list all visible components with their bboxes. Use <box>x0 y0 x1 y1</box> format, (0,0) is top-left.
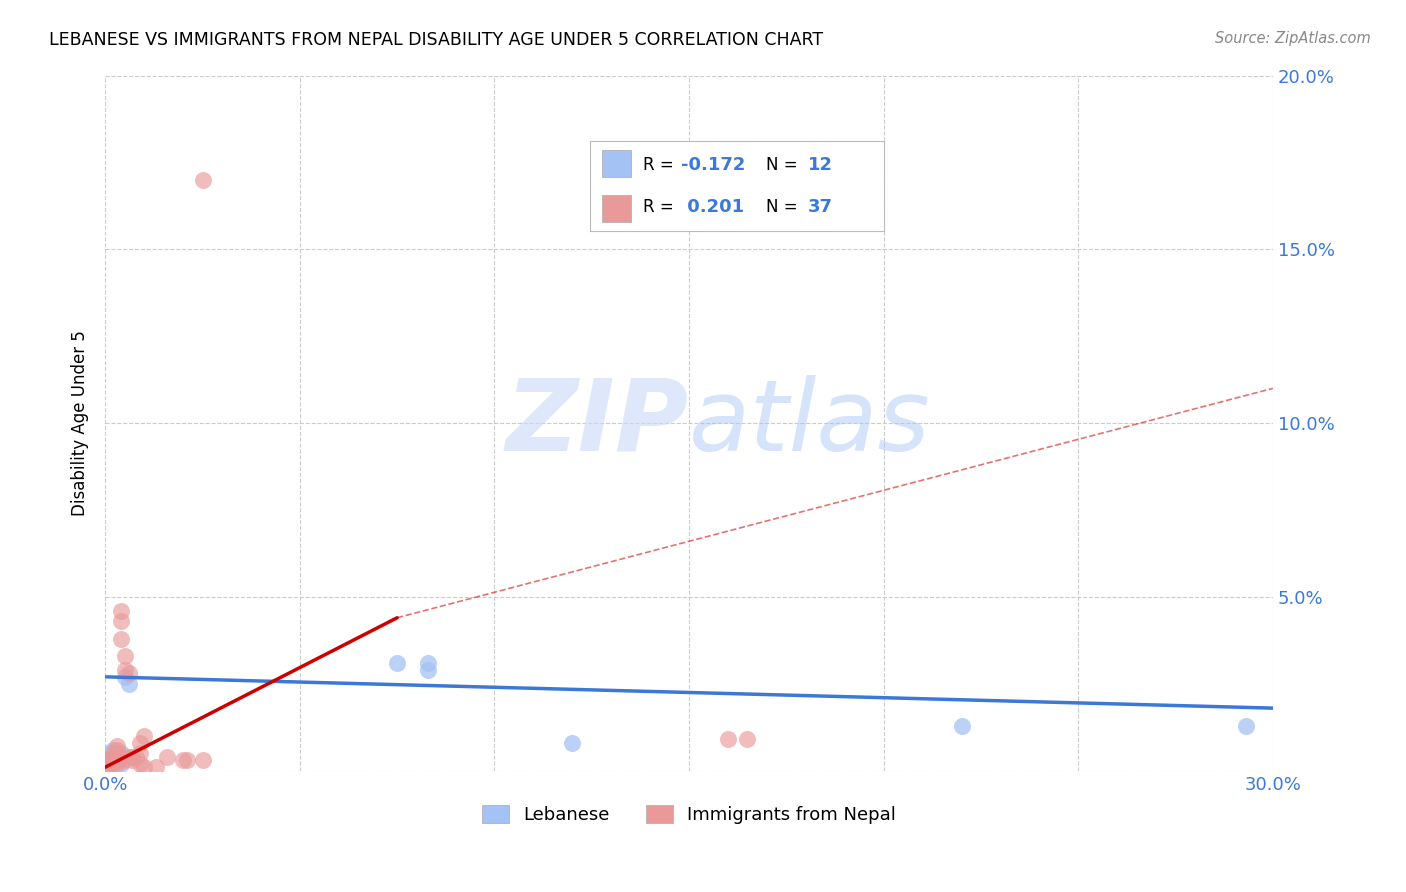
Point <box>950 718 973 732</box>
Point <box>98 760 121 774</box>
Point <box>418 656 440 670</box>
Point <box>98 764 121 778</box>
Text: N =: N = <box>766 198 799 217</box>
Point <box>121 753 143 767</box>
Point <box>98 756 121 771</box>
Point <box>101 756 124 771</box>
Point <box>105 753 128 767</box>
Text: R =: R = <box>643 155 673 174</box>
Point <box>114 749 136 764</box>
Point <box>191 173 214 187</box>
Point <box>114 648 136 663</box>
Point <box>105 739 128 754</box>
Text: Source: ZipAtlas.com: Source: ZipAtlas.com <box>1215 31 1371 46</box>
Point <box>717 732 740 747</box>
Point <box>101 749 124 764</box>
Point <box>134 729 156 743</box>
Point <box>737 732 759 747</box>
Point <box>134 760 156 774</box>
Text: 12: 12 <box>807 155 832 174</box>
Point <box>98 753 121 767</box>
Point <box>117 677 139 691</box>
Point <box>145 760 167 774</box>
Point <box>1234 718 1257 732</box>
Bar <box>602 151 631 178</box>
Point <box>121 749 143 764</box>
Text: 0.201: 0.201 <box>681 198 744 217</box>
Point <box>191 753 214 767</box>
Point <box>561 736 583 750</box>
Text: -0.172: -0.172 <box>681 155 745 174</box>
Point <box>114 670 136 684</box>
Text: 37: 37 <box>807 198 832 217</box>
Point <box>129 756 152 771</box>
Point <box>385 656 408 670</box>
Text: ZIP: ZIP <box>506 375 689 472</box>
Point <box>101 753 124 767</box>
Point <box>105 747 128 761</box>
Point <box>114 663 136 677</box>
Point <box>110 632 132 646</box>
Point <box>176 753 198 767</box>
Y-axis label: Disability Age Under 5: Disability Age Under 5 <box>72 330 89 516</box>
Point <box>110 756 132 771</box>
Point <box>114 753 136 767</box>
Point <box>418 663 440 677</box>
Point <box>101 753 124 767</box>
Point <box>125 749 148 764</box>
Point <box>101 743 124 757</box>
Point <box>105 743 128 757</box>
Point <box>156 749 179 764</box>
Text: LEBANESE VS IMMIGRANTS FROM NEPAL DISABILITY AGE UNDER 5 CORRELATION CHART: LEBANESE VS IMMIGRANTS FROM NEPAL DISABI… <box>49 31 824 49</box>
Point <box>101 747 124 761</box>
Point <box>129 736 152 750</box>
Point <box>98 747 121 761</box>
Text: N =: N = <box>766 155 799 174</box>
Point <box>105 756 128 771</box>
Legend: Lebanese, Immigrants from Nepal: Lebanese, Immigrants from Nepal <box>482 805 896 824</box>
Text: atlas: atlas <box>689 375 931 472</box>
Text: R =: R = <box>643 198 673 217</box>
Point <box>105 749 128 764</box>
Point <box>129 747 152 761</box>
Point <box>172 753 194 767</box>
Point <box>110 747 132 761</box>
Point <box>110 604 132 618</box>
Point <box>110 614 132 628</box>
Bar <box>602 195 631 222</box>
Point <box>110 753 132 767</box>
Point <box>117 666 139 681</box>
Point <box>117 749 139 764</box>
